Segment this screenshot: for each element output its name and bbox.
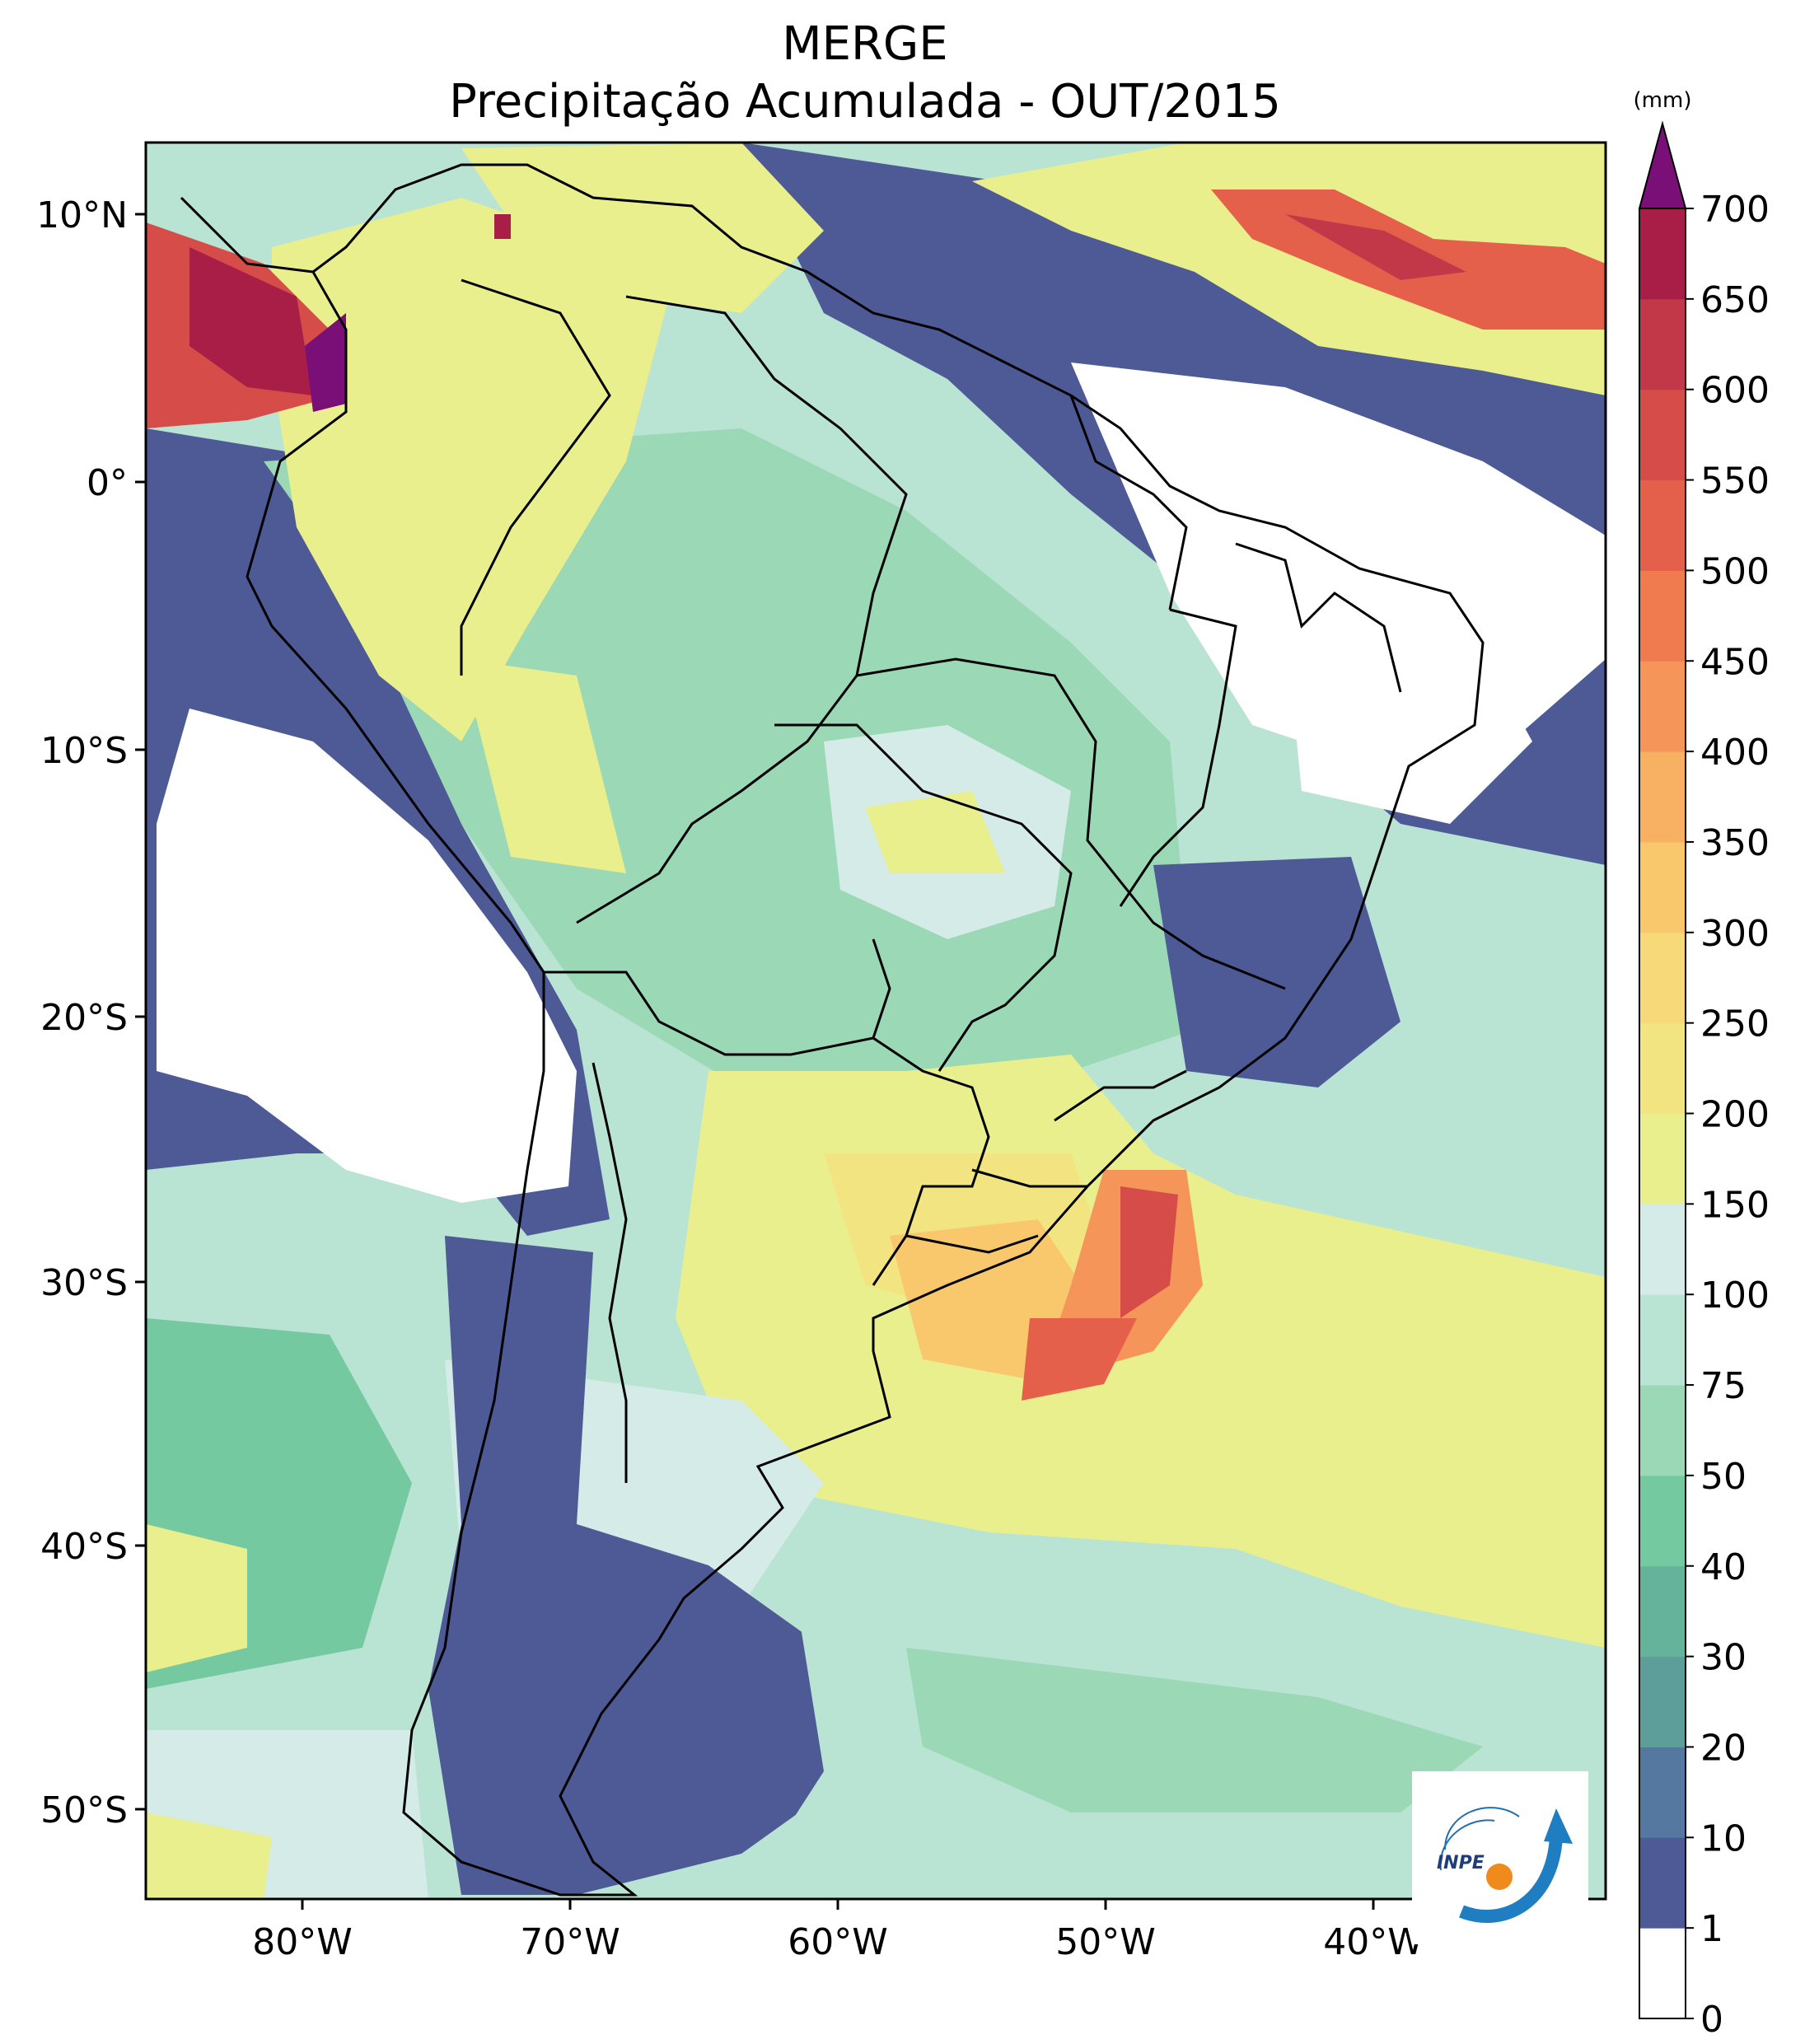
lon-tick-label: 80°W bbox=[252, 1921, 353, 1963]
colorbar-level-label: 10 bbox=[1700, 1817, 1747, 1859]
colorbar-segment bbox=[1639, 1022, 1686, 1114]
colorbar-segment bbox=[1639, 479, 1686, 571]
colorbar-segment bbox=[1639, 1294, 1686, 1386]
colorbar-segment bbox=[1639, 1656, 1686, 1747]
colorbar-level-label: 75 bbox=[1700, 1365, 1747, 1407]
colorbar-segment bbox=[1639, 208, 1686, 300]
colorbar-level-label: 700 bbox=[1700, 189, 1770, 231]
colorbar-unit: (mm) bbox=[1634, 88, 1692, 113]
colorbar-level-label: 250 bbox=[1700, 1003, 1770, 1045]
colorbar-segment bbox=[1639, 932, 1686, 1024]
colorbar-segment bbox=[1639, 1385, 1686, 1476]
colorbar-level-label: 0 bbox=[1700, 1999, 1723, 2041]
colorbar-segment bbox=[1639, 751, 1686, 843]
lat-tick-label: 50°S bbox=[40, 1789, 128, 1831]
colorbar-segment bbox=[1639, 570, 1686, 662]
colorbar-extend-arrow bbox=[1638, 120, 1687, 209]
lon-tick-label: 60°W bbox=[788, 1921, 888, 1963]
lat-tick-label: 20°S bbox=[40, 997, 128, 1039]
map-frame bbox=[144, 141, 1607, 1901]
coastline-borders bbox=[180, 163, 1485, 1897]
title-line1: MERGE bbox=[782, 17, 948, 71]
colorbar-level-label: 650 bbox=[1700, 279, 1770, 321]
colorbar-level-label: 100 bbox=[1700, 1275, 1770, 1317]
colorbar-level-label: 400 bbox=[1700, 732, 1770, 774]
colorbar-segment bbox=[1639, 1747, 1686, 1838]
lat-tick-label: 10°S bbox=[40, 730, 128, 772]
colorbar-segment bbox=[1639, 841, 1686, 933]
colorbar-level-label: 300 bbox=[1700, 913, 1770, 955]
colorbar-level-label: 500 bbox=[1700, 550, 1770, 592]
colorbar-level-label: 350 bbox=[1700, 822, 1770, 864]
logo-text: INPE bbox=[1437, 1853, 1485, 1873]
lon-tick-label: 50°W bbox=[1055, 1921, 1156, 1963]
colorbar-level-label: 150 bbox=[1700, 1184, 1770, 1226]
colorbar-segment bbox=[1639, 1113, 1686, 1204]
colorbar-segment bbox=[1639, 661, 1686, 752]
latitude-ticks bbox=[135, 213, 146, 1811]
colorbar: 0 1 10 20 30 40 50 75 100 150 200 250 300 350 400 450 50… bbox=[1638, 120, 1770, 2041]
colorbar-level-label: 1 bbox=[1700, 1908, 1723, 1950]
colorbar-segment bbox=[1639, 1204, 1686, 1295]
colorbar-segment bbox=[1639, 1565, 1686, 1658]
colorbar-level-label: 600 bbox=[1700, 370, 1770, 412]
precipitation-field bbox=[146, 143, 1606, 1899]
colorbar-segment bbox=[1639, 1475, 1686, 1567]
colorbar-level-label: 450 bbox=[1700, 641, 1770, 683]
longitude-ticks bbox=[301, 1899, 1375, 1910]
colorbar-segment bbox=[1639, 389, 1686, 481]
colorbar-segment bbox=[1639, 1928, 1686, 2019]
colorbar-level-label: 30 bbox=[1700, 1637, 1747, 1679]
colorbar-segment bbox=[1639, 1837, 1686, 1929]
lon-tick-label: 70°W bbox=[520, 1921, 620, 1963]
colorbar-level-label: 200 bbox=[1700, 1094, 1770, 1136]
inpe-logo: INPE bbox=[1412, 1771, 1588, 1944]
lat-tick-label: 0° bbox=[87, 462, 128, 504]
colorbar-level-label: 40 bbox=[1700, 1546, 1747, 1588]
colorbar-level-label: 20 bbox=[1700, 1727, 1747, 1769]
lat-tick-label: 10°N bbox=[36, 194, 128, 236]
colorbar-level-label: 550 bbox=[1700, 461, 1770, 503]
lat-tick-label: 40°S bbox=[40, 1526, 128, 1568]
lat-tick-label: 30°S bbox=[40, 1262, 128, 1304]
colorbar-level-label: 50 bbox=[1700, 1456, 1747, 1498]
lon-tick-label: 40°W bbox=[1323, 1921, 1424, 1963]
title-line2: Precipitação Acumulada - OUT/2015 bbox=[449, 75, 1281, 129]
colorbar-segment bbox=[1639, 298, 1686, 391]
